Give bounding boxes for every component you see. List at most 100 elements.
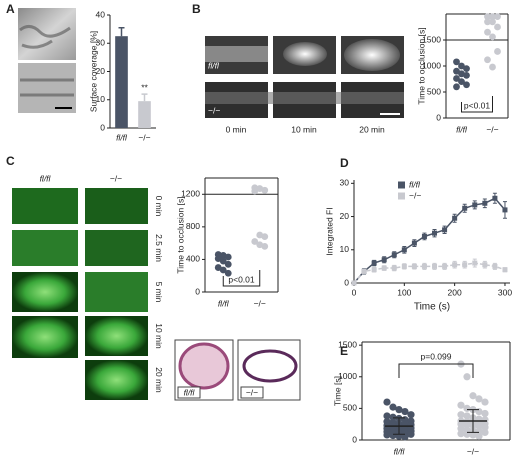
image-label: fl/fl — [208, 60, 220, 70]
legend-swatch — [398, 181, 405, 189]
data-point — [381, 257, 387, 263]
data-point — [452, 215, 458, 221]
y-tick-label: 10 — [96, 94, 106, 104]
data-point — [481, 423, 489, 431]
data-point — [463, 65, 470, 72]
data-point — [463, 71, 470, 79]
data-point — [432, 230, 438, 236]
data-point — [457, 425, 465, 433]
data-point — [401, 433, 409, 441]
data-point — [389, 403, 397, 411]
data-point — [463, 421, 471, 429]
data-point — [489, 13, 496, 20]
x-tick-label: fl/fl — [218, 298, 230, 308]
y-tick-label: 800 — [186, 221, 200, 231]
y-tick-label: 20 — [96, 66, 106, 76]
y-tick-label: 30 — [96, 38, 106, 48]
legend-swatch — [398, 192, 405, 200]
data-point — [475, 395, 483, 403]
error-bar — [118, 26, 125, 37]
data-point — [219, 257, 227, 265]
time-label: 0 min — [154, 196, 164, 217]
y-axis-label: Time [s] — [332, 376, 342, 406]
x-tick-label: fl/fl — [116, 132, 128, 142]
data-point — [389, 413, 397, 421]
data-point — [224, 269, 232, 277]
data-point — [401, 407, 409, 416]
data-point — [458, 62, 465, 70]
panel-letter: D — [340, 156, 349, 170]
data-point — [261, 233, 269, 241]
sd-bar — [467, 409, 479, 433]
column-label: −/− — [110, 173, 122, 183]
y-tick-label: 10 — [340, 244, 350, 254]
x-tick-label: fl/fl — [394, 446, 406, 456]
y-axis-label: Integrated FI — [324, 207, 334, 255]
x-tick-label: 200 — [448, 287, 462, 297]
data-point — [492, 195, 498, 201]
y-tick-label: 1200 — [181, 189, 200, 199]
data-point — [457, 430, 465, 438]
data-point — [421, 263, 427, 269]
y-axis-label: Surface coverage [%] — [88, 31, 98, 112]
x-tick-label: −/− — [254, 298, 266, 308]
data-point — [442, 263, 448, 269]
bracket — [398, 363, 474, 378]
series-line — [353, 197, 506, 284]
data-point — [432, 263, 438, 269]
panel-letter: E — [340, 344, 348, 358]
y-tick-label: 0 — [436, 112, 441, 122]
bracket — [222, 270, 261, 287]
data-point — [481, 428, 489, 437]
y-tick-label: 1500 — [338, 339, 357, 349]
data-point — [371, 267, 377, 273]
x-tick-label: −/− — [467, 446, 479, 456]
data-point — [484, 28, 491, 36]
error-bar — [141, 93, 148, 102]
data-point — [395, 406, 403, 414]
time-label: 20 min — [154, 367, 164, 393]
data-point — [463, 412, 471, 420]
data-point — [489, 18, 496, 26]
data-point — [457, 401, 465, 409]
data-point — [463, 404, 471, 412]
image-label: −/− — [246, 387, 258, 397]
data-point — [453, 83, 460, 91]
y-tick-label: 0 — [352, 434, 357, 444]
panel-letter: A — [6, 2, 15, 16]
data-point — [469, 392, 477, 400]
data-point — [462, 262, 468, 268]
data-point — [401, 247, 407, 253]
y-tick-label: 40 — [96, 9, 106, 19]
data-point — [484, 18, 491, 26]
y-tick-label: 1000 — [422, 60, 441, 70]
y-tick-label: 0 — [344, 277, 349, 287]
data-point — [494, 23, 501, 31]
data-point — [407, 430, 415, 438]
data-point — [472, 260, 478, 266]
data-point — [463, 81, 470, 89]
data-point — [484, 13, 491, 20]
data-point — [494, 13, 501, 20]
data-point — [502, 267, 508, 273]
panel-letter: C — [6, 154, 15, 168]
data-point — [391, 265, 397, 271]
data-point — [453, 58, 460, 66]
data-point — [401, 263, 407, 269]
time-label: 2.5 min — [154, 234, 164, 262]
data-point — [472, 202, 478, 208]
data-point — [482, 200, 488, 206]
image-label: −/− — [208, 105, 220, 115]
data-point — [475, 427, 483, 435]
column-label: fl/fl — [40, 173, 52, 183]
data-point — [475, 432, 483, 440]
data-point — [484, 56, 491, 64]
y-tick-label: 500 — [343, 403, 357, 413]
data-point — [453, 75, 460, 82]
data-point — [453, 67, 460, 75]
data-point — [489, 63, 496, 71]
data-point — [224, 253, 232, 261]
data-point — [381, 265, 387, 271]
series-line — [353, 262, 506, 284]
data-point — [383, 398, 391, 406]
